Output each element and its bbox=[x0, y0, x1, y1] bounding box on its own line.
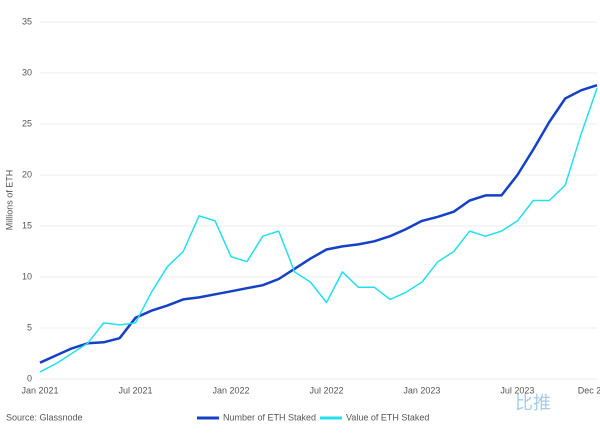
y-tick-label: 30 bbox=[22, 67, 32, 77]
legend-label: Value of ETH Staked bbox=[346, 412, 429, 422]
y-tick-label: 25 bbox=[22, 118, 32, 128]
y-tick-label: 5 bbox=[27, 322, 32, 332]
y-axis-label: Millions of ETH bbox=[4, 170, 14, 231]
source: Source: Glassnode bbox=[6, 412, 83, 422]
watermark: 比推 bbox=[515, 393, 551, 413]
x-tick-label: Jul 2021 bbox=[118, 385, 152, 395]
legend-label: Number of ETH Staked bbox=[223, 412, 316, 422]
y-tick-label: 10 bbox=[22, 271, 32, 281]
x-tick-label: Jul 2022 bbox=[309, 385, 343, 395]
y-tick-label: 0 bbox=[27, 373, 32, 383]
x-tick-label: Jan 2022 bbox=[212, 385, 249, 395]
y-tick-label: 35 bbox=[22, 16, 32, 26]
x-tick-label: Jan 2023 bbox=[403, 385, 440, 395]
data-line bbox=[39, 88, 598, 373]
x-tick-label: Jul 2023 bbox=[500, 385, 534, 395]
y-tick-label: 15 bbox=[22, 220, 32, 230]
data-line bbox=[39, 84, 598, 364]
x-tick-label: Dec 2023 bbox=[578, 385, 600, 395]
x-tick-label: Jan 2021 bbox=[21, 385, 58, 395]
y-tick-label: 20 bbox=[22, 169, 32, 179]
